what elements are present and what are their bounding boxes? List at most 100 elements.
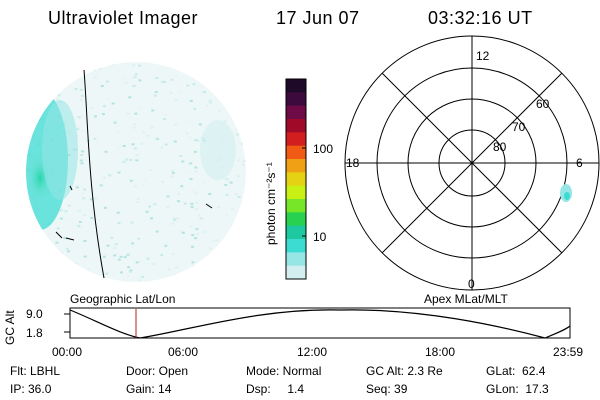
speckle [80,88,83,91]
speckle [183,202,187,205]
speckle [242,205,246,208]
ip-status: IP: 36.0 [10,382,52,396]
dsp-status: Dsp: 1.4 [246,382,305,396]
speckle [88,62,92,64]
speckle [37,268,40,271]
speckle [209,101,213,104]
speckle [80,130,84,133]
speckle [81,150,85,153]
speckle [235,62,238,65]
speckle [122,145,126,147]
speckle [47,233,51,236]
speckle [234,238,238,241]
glat-status: GLat: 62.4 [486,364,546,378]
speckle [129,159,133,161]
speckle [151,263,155,265]
colorbar-block [286,145,306,160]
speckle [139,106,143,109]
speckle [149,169,153,172]
speckle [162,118,166,120]
polar-diagonal-b [381,72,563,254]
speckle [205,104,209,107]
speckle [224,183,228,186]
speckle [171,253,175,256]
speckle [127,175,131,178]
colorbar-block [286,239,306,253]
speckle [173,140,177,143]
speckle [98,68,102,71]
speckle [177,192,181,195]
timeline-ytick-label-low: 1.8 [26,326,43,340]
speckle [135,261,139,264]
speckle [52,259,56,262]
speckle [192,83,196,86]
emission-halo [42,100,78,200]
speckle [203,230,207,233]
speckle [113,121,117,124]
speckle [225,193,229,196]
speckle [191,261,195,264]
speckle [170,78,174,81]
speckle [228,272,232,275]
speckle [90,217,94,219]
speckle [231,208,234,211]
speckle [89,198,93,201]
speckle [181,277,185,280]
speckle [163,81,167,83]
speckle [94,197,98,200]
speckle [236,133,240,136]
colorbar-block [286,265,306,280]
speckle [132,76,136,79]
speckle [119,255,123,258]
colorbar [285,78,307,280]
colorbar-block [286,252,306,267]
speckle [116,124,120,127]
speckle [194,166,198,169]
speckle [77,209,81,212]
timeline-plot [64,307,571,339]
colorbar-label-10: 10 [313,230,327,244]
speckle [155,137,159,140]
speckle [29,236,33,239]
speckle [164,143,168,146]
speckle [195,208,199,211]
speckle [53,87,57,90]
polar-emission-core [564,192,570,200]
speckle [186,84,190,87]
speckle [138,279,142,282]
speckle [193,107,197,110]
speckle [224,85,227,88]
speckle [166,195,170,198]
speckle [54,222,57,225]
speckle [195,201,199,204]
colorbar-block [286,199,306,213]
speckle [161,80,165,83]
speckle [174,99,178,102]
speckle [158,150,162,153]
speckle [230,202,234,205]
speckle [146,257,150,260]
speckle [234,128,238,131]
speckle [125,158,129,161]
speckle [244,248,246,251]
speckle [117,258,121,261]
speckle [196,233,200,235]
colorbar-block [286,185,306,200]
timeline-xtick-0000: 00:00 [52,345,83,359]
speckle [173,123,177,126]
speckle [170,173,174,176]
speckle [145,210,149,213]
speckle [65,247,69,250]
speckle [225,180,229,183]
speckle [42,86,46,89]
speckle [228,83,232,86]
speckle [127,112,130,115]
speckle [151,126,155,129]
observation-time: 03:32:16 UT [428,8,533,28]
speckle [192,190,196,193]
speckle [48,254,52,257]
speckle [242,120,246,123]
speckle [134,112,138,115]
speckle [190,202,194,205]
speckle [238,237,242,240]
